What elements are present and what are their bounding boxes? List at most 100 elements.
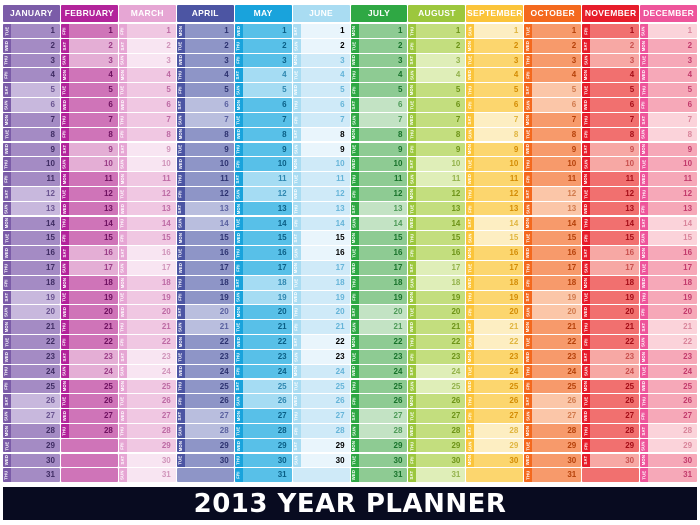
day-cell-october-21[interactable]: MON 21 [524, 320, 582, 334]
day-cell-june-12[interactable]: WED 12 [292, 186, 350, 201]
day-cell-june-9[interactable]: SUN 9 [292, 142, 350, 157]
day-cell-november-14[interactable]: THU 14 [582, 216, 640, 231]
day-cell-april-4[interactable]: THU 4 [176, 68, 234, 83]
day-cell-march-9[interactable]: SAT 9 [118, 142, 176, 157]
day-cell-july-15[interactable]: MON 15 [350, 231, 408, 246]
day-cell-april-29[interactable]: MON 29 [176, 438, 234, 453]
day-cell-january-14[interactable]: MON 14 [3, 216, 60, 231]
day-cell-december-22[interactable]: SUN 22 [640, 335, 698, 349]
day-cell-august-31[interactable]: SAT 31 [408, 468, 466, 483]
day-cell-april-3[interactable]: WED 3 [176, 53, 234, 68]
day-cell-october-20[interactable]: SUN 20 [524, 305, 582, 320]
day-cell-march-30[interactable]: SAT 30 [118, 453, 176, 468]
day-cell-may-11[interactable]: SAT 11 [234, 172, 292, 186]
day-cell-july-16[interactable]: TUE 16 [350, 246, 408, 260]
day-cell-may-14[interactable]: TUE 14 [234, 216, 292, 231]
day-cell-november-24[interactable]: SUN 24 [582, 364, 640, 379]
day-cell-december-18[interactable]: WED 18 [640, 275, 698, 290]
day-cell-december-21[interactable]: SAT 21 [640, 320, 698, 334]
day-cell-february-5[interactable]: TUE 5 [60, 83, 118, 97]
day-cell-february-28[interactable]: THU 28 [60, 423, 118, 438]
day-cell-february-4[interactable]: MON 4 [60, 68, 118, 83]
day-cell-october-13[interactable]: SUN 13 [524, 201, 582, 216]
day-cell-june-5[interactable]: WED 5 [292, 83, 350, 97]
day-cell-september-29[interactable]: SUN 29 [466, 438, 524, 453]
day-cell-october-10[interactable]: THU 10 [524, 157, 582, 172]
day-cell-may-15[interactable]: WED 15 [234, 231, 292, 246]
day-cell-may-26[interactable]: SUN 26 [234, 394, 292, 409]
day-cell-october-14[interactable]: MON 14 [524, 216, 582, 231]
day-cell-april-7[interactable]: SUN 7 [176, 112, 234, 127]
day-cell-december-20[interactable]: FRI 20 [640, 305, 698, 320]
day-cell-february-9[interactable]: SAT 9 [60, 142, 118, 157]
day-cell-april-8[interactable]: MON 8 [176, 127, 234, 142]
day-cell-august-7[interactable]: WED 7 [408, 112, 466, 127]
day-cell-august-27[interactable]: TUE 27 [408, 409, 466, 423]
day-cell-january-10[interactable]: THU 10 [3, 157, 60, 172]
day-cell-december-3[interactable]: TUE 3 [640, 53, 698, 68]
day-cell-january-2[interactable]: WED 2 [3, 38, 60, 53]
day-cell-january-9[interactable]: WED 9 [3, 142, 60, 157]
day-cell-june-2[interactable]: SUN 2 [292, 38, 350, 53]
day-cell-april-5[interactable]: FRI 5 [176, 83, 234, 97]
day-cell-april-22[interactable]: MON 22 [176, 335, 234, 349]
day-cell-january-25[interactable]: FRI 25 [3, 379, 60, 394]
day-cell-march-6[interactable]: WED 6 [118, 98, 176, 112]
day-cell-may-22[interactable]: WED 22 [234, 335, 292, 349]
day-cell-april-16[interactable]: TUE 16 [176, 246, 234, 260]
day-cell-january-15[interactable]: TUE 15 [3, 231, 60, 246]
day-cell-july-1[interactable]: MON 1 [350, 24, 408, 38]
day-cell-december-9[interactable]: MON 9 [640, 142, 698, 157]
day-cell-march-16[interactable]: SAT 16 [118, 246, 176, 260]
day-cell-march-19[interactable]: TUE 19 [118, 290, 176, 305]
day-cell-july-17[interactable]: WED 17 [350, 261, 408, 275]
day-cell-july-29[interactable]: MON 29 [350, 438, 408, 453]
day-cell-october-9[interactable]: WED 9 [524, 142, 582, 157]
day-cell-february-12[interactable]: TUE 12 [60, 186, 118, 201]
day-cell-june-18[interactable]: TUE 18 [292, 275, 350, 290]
day-cell-december-4[interactable]: WED 4 [640, 68, 698, 83]
day-cell-january-28[interactable]: MON 28 [3, 423, 60, 438]
day-cell-september-3[interactable]: TUE 3 [466, 53, 524, 68]
day-cell-june-23[interactable]: SUN 23 [292, 349, 350, 364]
day-cell-september-15[interactable]: SUN 15 [466, 231, 524, 246]
day-cell-november-2[interactable]: SAT 2 [582, 38, 640, 53]
day-cell-june-19[interactable]: WED 19 [292, 290, 350, 305]
day-cell-september-2[interactable]: MON 2 [466, 38, 524, 53]
day-cell-july-14[interactable]: SUN 14 [350, 216, 408, 231]
day-cell-october-19[interactable]: SAT 19 [524, 290, 582, 305]
day-cell-october-18[interactable]: FRI 18 [524, 275, 582, 290]
day-cell-may-8[interactable]: WED 8 [234, 127, 292, 142]
day-cell-june-10[interactable]: MON 10 [292, 157, 350, 172]
day-cell-september-1[interactable]: SUN 1 [466, 24, 524, 38]
day-cell-july-4[interactable]: THU 4 [350, 68, 408, 83]
day-cell-september-22[interactable]: SUN 22 [466, 335, 524, 349]
day-cell-february-11[interactable]: MON 11 [60, 172, 118, 186]
day-cell-february-16[interactable]: SAT 16 [60, 246, 118, 260]
day-cell-november-20[interactable]: WED 20 [582, 305, 640, 320]
day-cell-march-4[interactable]: MON 4 [118, 68, 176, 83]
day-cell-february-8[interactable]: FRI 8 [60, 127, 118, 142]
day-cell-april-20[interactable]: SAT 20 [176, 305, 234, 320]
day-cell-november-29[interactable]: FRI 29 [582, 438, 640, 453]
day-cell-june-28[interactable]: FRI 28 [292, 423, 350, 438]
day-cell-july-20[interactable]: SAT 20 [350, 305, 408, 320]
day-cell-january-24[interactable]: THU 24 [3, 364, 60, 379]
day-cell-may-6[interactable]: MON 6 [234, 98, 292, 112]
day-cell-october-23[interactable]: WED 23 [524, 349, 582, 364]
day-cell-december-15[interactable]: SUN 15 [640, 231, 698, 246]
day-cell-november-28[interactable]: THU 28 [582, 423, 640, 438]
day-cell-january-29[interactable]: TUE 29 [3, 438, 60, 453]
day-cell-december-12[interactable]: THU 12 [640, 186, 698, 201]
day-cell-october-31[interactable]: THU 31 [524, 468, 582, 483]
day-cell-march-13[interactable]: WED 13 [118, 201, 176, 216]
day-cell-september-21[interactable]: SAT 21 [466, 320, 524, 334]
day-cell-august-25[interactable]: SUN 25 [408, 379, 466, 394]
day-cell-march-17[interactable]: SUN 17 [118, 261, 176, 275]
day-cell-may-23[interactable]: THU 23 [234, 349, 292, 364]
day-cell-january-11[interactable]: FRI 11 [3, 172, 60, 186]
day-cell-december-1[interactable]: SUN 1 [640, 24, 698, 38]
day-cell-april-11[interactable]: THU 11 [176, 172, 234, 186]
day-cell-july-8[interactable]: MON 8 [350, 127, 408, 142]
day-cell-december-31[interactable]: TUE 31 [640, 468, 698, 483]
